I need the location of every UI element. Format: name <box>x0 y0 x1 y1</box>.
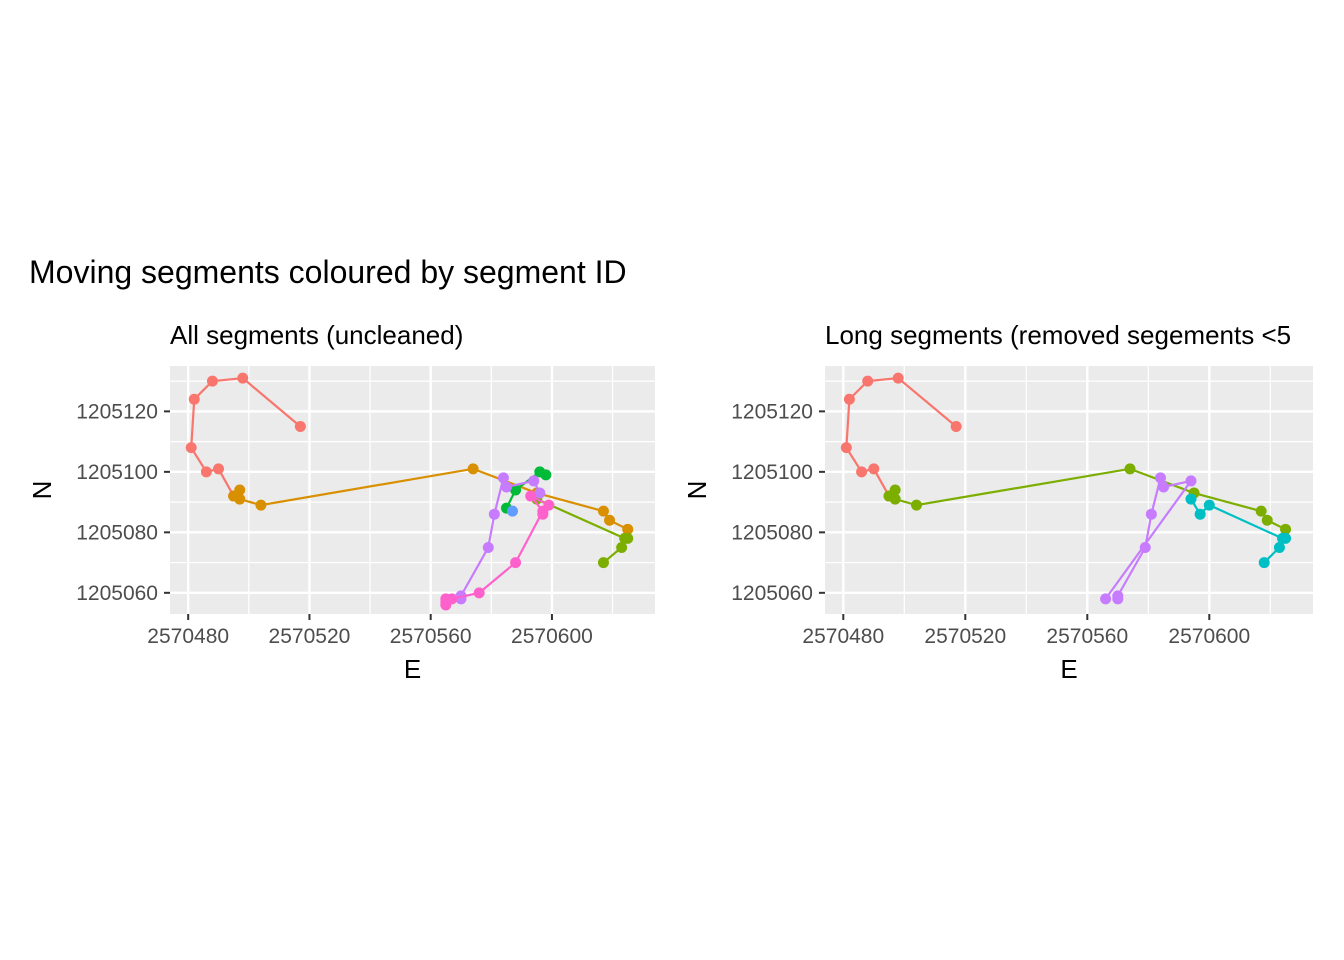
data-point <box>294 420 306 432</box>
data-point <box>528 475 540 487</box>
data-point <box>188 393 200 405</box>
data-point <box>862 375 874 387</box>
data-point <box>237 372 249 384</box>
data-point <box>889 493 901 505</box>
data-point <box>482 541 494 553</box>
data-point <box>1155 472 1166 484</box>
series-1 <box>185 372 306 502</box>
data-point <box>488 508 500 520</box>
series-4 <box>1100 472 1197 605</box>
data-point <box>1158 481 1170 493</box>
data-point <box>497 472 509 484</box>
x-tick-label: 2570520 <box>269 625 351 648</box>
data-point <box>540 469 552 481</box>
panel-1: All segments (uncleaned) 2570480 2570520 25… <box>27 320 655 684</box>
data-point <box>1124 463 1136 475</box>
y-tick-label: 1205080 <box>76 521 158 544</box>
data-point <box>1185 493 1197 505</box>
y-axis-title: N <box>27 481 57 500</box>
data-point <box>1258 557 1270 569</box>
x-tick-label: 2570520 <box>924 625 1006 648</box>
x-tick-label: 2570560 <box>390 625 472 648</box>
data-point <box>200 466 212 478</box>
data-point <box>622 532 634 544</box>
data-point <box>213 463 224 475</box>
data-point <box>889 484 901 496</box>
x-tick-label: 2570600 <box>1168 625 1250 648</box>
data-point <box>1112 590 1124 602</box>
panel-2: Long segments (removed segements <5 25704… <box>682 320 1313 684</box>
y-tick-label: 1205120 <box>76 400 158 423</box>
data-point <box>534 487 546 499</box>
data-point <box>1255 505 1267 517</box>
data-point <box>950 420 962 432</box>
x-tick-label: 2570560 <box>1046 625 1128 648</box>
data-point <box>616 541 628 553</box>
series-3 <box>1185 493 1292 569</box>
data-point <box>604 514 616 526</box>
data-point <box>525 490 537 502</box>
series-1 <box>840 372 962 502</box>
data-point <box>255 499 267 511</box>
data-point <box>1280 523 1292 535</box>
panel-title: All segments (uncleaned) <box>170 320 463 350</box>
panel-background <box>170 366 655 614</box>
series-7 <box>440 490 555 611</box>
data-point <box>537 505 549 517</box>
data-point <box>1185 475 1197 487</box>
data-point <box>868 463 880 475</box>
y-tick-label: 1205100 <box>731 461 813 484</box>
panel-title: Long segments (removed segements <5 <box>825 320 1291 350</box>
data-point <box>467 463 479 475</box>
data-point <box>473 587 485 599</box>
series-2 <box>883 463 1292 535</box>
y-axis-title: N <box>682 481 712 500</box>
data-point <box>510 557 522 569</box>
data-point <box>892 372 904 384</box>
y-tick-label: 1205080 <box>731 521 813 544</box>
y-tick-label: 1205060 <box>76 582 158 605</box>
data-point <box>856 466 868 478</box>
figure-title: Moving segments coloured by segment ID <box>29 254 627 290</box>
data-point <box>1145 508 1157 520</box>
y-tick-label: 1205120 <box>731 400 813 423</box>
data-point <box>234 493 246 505</box>
data-point <box>1261 514 1273 526</box>
data-point <box>234 484 246 496</box>
data-point <box>1100 593 1112 605</box>
series-2 <box>228 463 634 535</box>
x-tick-label: 2570600 <box>511 625 593 648</box>
data-point <box>597 557 609 569</box>
data-point <box>840 442 852 454</box>
data-point <box>510 484 522 496</box>
data-point <box>206 375 218 387</box>
data-point <box>597 505 609 517</box>
data-point <box>500 481 512 493</box>
data-point <box>622 523 634 535</box>
data-point <box>1139 541 1151 553</box>
data-point <box>843 393 855 405</box>
data-point <box>1273 541 1285 553</box>
y-tick-label: 1205060 <box>731 582 813 605</box>
y-tick-label: 1205100 <box>76 461 158 484</box>
x-tick-label: 2570480 <box>147 625 229 648</box>
x-axis-title: E <box>1060 654 1077 684</box>
data-point <box>1203 499 1215 511</box>
x-axis-title: E <box>404 654 421 684</box>
data-point <box>440 599 452 611</box>
data-point <box>1280 532 1292 544</box>
data-point <box>911 499 922 511</box>
data-point <box>1194 508 1206 520</box>
data-point <box>185 442 197 454</box>
panel-background <box>825 366 1313 614</box>
x-tick-label: 2570480 <box>802 625 884 648</box>
data-point <box>507 505 519 517</box>
series-5 <box>507 505 519 517</box>
